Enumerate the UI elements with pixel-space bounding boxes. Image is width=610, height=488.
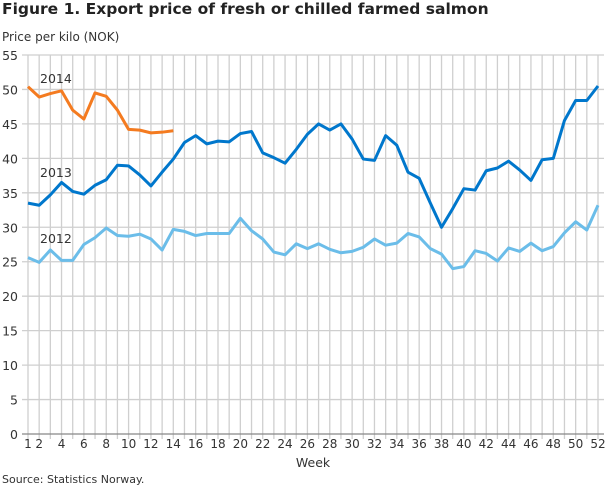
x-tick-label: 22	[255, 437, 270, 451]
x-tick-label: 34	[389, 437, 404, 451]
x-tick-label: 46	[523, 437, 538, 451]
x-tick-label: 44	[501, 437, 516, 451]
x-tick-label: 14	[166, 437, 181, 451]
y-tick-label: 30	[2, 220, 18, 235]
series-label-2012: 2012	[40, 231, 72, 246]
y-tick-label: 10	[2, 358, 18, 373]
y-tick-label: 40	[2, 151, 18, 166]
x-tick-label: 52	[590, 437, 605, 451]
y-tick-label: 45	[2, 117, 18, 132]
x-tick-label: 12	[143, 437, 158, 451]
series-label-2013: 2013	[40, 165, 72, 180]
x-tick-label: 42	[479, 437, 494, 451]
y-tick-label: 20	[2, 289, 18, 304]
x-tick-label: 36	[412, 437, 427, 451]
series-line-2013	[27, 85, 600, 229]
series-line-2012	[27, 204, 600, 271]
y-tick-label: 35	[2, 186, 18, 201]
series-line-2014	[26, 85, 174, 135]
y-tick-label: 5	[10, 393, 18, 408]
y-tick-label: 55	[2, 48, 18, 63]
x-tick-label: 16	[188, 437, 203, 451]
y-axis-label: Price per kilo (NOK)	[2, 30, 120, 44]
x-tick-label: 40	[456, 437, 471, 451]
y-tick-label: 0	[10, 427, 18, 442]
x-tick-label: 24	[277, 437, 292, 451]
x-tick-label: 2	[35, 437, 43, 451]
x-tick-label: 4	[58, 437, 66, 451]
y-tick-label: 15	[2, 324, 18, 339]
x-tick-label: 6	[80, 437, 88, 451]
chart-title: Figure 1. Export price of fresh or chill…	[2, 0, 489, 18]
x-tick-label: 8	[102, 437, 110, 451]
series-label-2014: 2014	[40, 71, 72, 86]
x-tick-label: 48	[546, 437, 561, 451]
y-tick-label: 25	[2, 255, 18, 270]
x-tick-label: 1	[24, 437, 32, 451]
x-tick-label: 10	[121, 437, 136, 451]
x-tick-label: 28	[322, 437, 337, 451]
x-tick-label: 30	[344, 437, 359, 451]
x-tick-label: 38	[434, 437, 449, 451]
x-tick-label: 18	[210, 437, 225, 451]
y-tick-label: 50	[2, 82, 18, 97]
x-tick-label: 20	[233, 437, 248, 451]
source-note: Source: Statistics Norway.	[2, 473, 145, 486]
x-tick-label: 32	[367, 437, 382, 451]
x-axis-label: Week	[296, 455, 331, 470]
x-tick-label: 50	[568, 437, 583, 451]
x-tick-label: 26	[300, 437, 315, 451]
